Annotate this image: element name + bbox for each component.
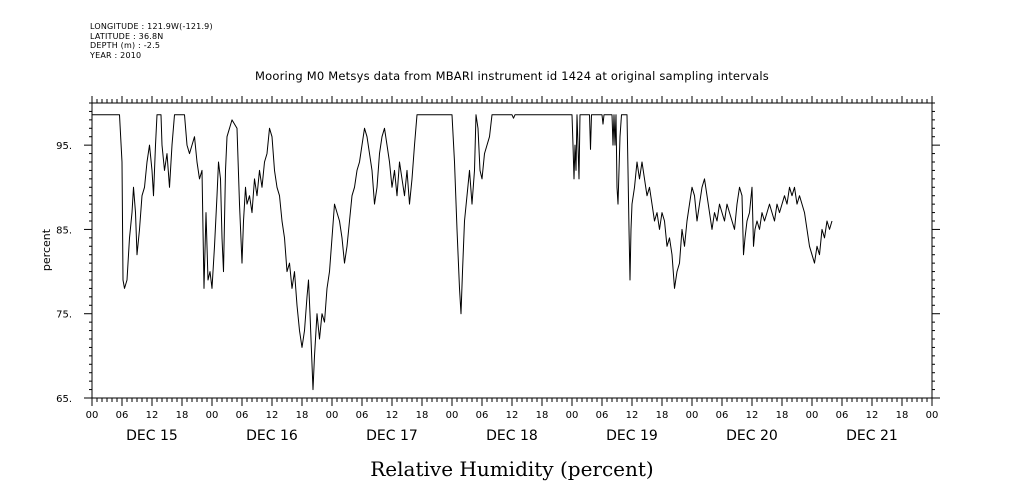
- day-label: DEC 15: [126, 428, 178, 444]
- x-tick-label: 06: [716, 410, 729, 421]
- x-tick-label: 06: [356, 410, 369, 421]
- x-tick-label: 12: [146, 410, 159, 421]
- y-tick-label: 65.: [56, 394, 72, 405]
- x-tick-label: 00: [566, 410, 579, 421]
- x-tick-label: 00: [446, 410, 459, 421]
- x-tick-label: 12: [386, 410, 399, 421]
- day-label: DEC 16: [246, 428, 298, 444]
- x-tick-label: 00: [86, 410, 99, 421]
- x-tick-label: 12: [506, 410, 519, 421]
- x-tick-label: 18: [176, 410, 189, 421]
- y-tick-label: 95.: [56, 141, 72, 152]
- day-label: DEC 18: [486, 428, 538, 444]
- day-label: DEC 20: [726, 428, 778, 444]
- x-tick-label: 12: [626, 410, 639, 421]
- x-tick-label: 06: [116, 410, 129, 421]
- x-tick-label: 00: [686, 410, 699, 421]
- x-tick-label: 18: [656, 410, 669, 421]
- x-axis-label: Relative Humidity (percent): [370, 457, 653, 481]
- x-tick-label: 00: [206, 410, 219, 421]
- x-tick-label: 06: [836, 410, 849, 421]
- latitude-label: LATITUDE : 36.8N: [90, 31, 164, 41]
- x-tick-label: 12: [746, 410, 759, 421]
- x-tick-label: 06: [596, 410, 609, 421]
- x-tick-label: 00: [926, 410, 939, 421]
- x-tick-label: 18: [896, 410, 909, 421]
- series-group: [92, 114, 833, 391]
- x-tick-label: 18: [416, 410, 429, 421]
- x-tick-label: 18: [296, 410, 309, 421]
- x-tick-label: 18: [536, 410, 549, 421]
- x-tick-label: 06: [236, 410, 249, 421]
- depth-label: DEPTH (m) : -2.5: [90, 41, 161, 50]
- x-axis: 00 06 12 18 00 06 12 18 00 06 12 18 00 06 12 18 00 06 12 18…: [86, 96, 939, 444]
- day-label: DEC 19: [606, 428, 658, 444]
- x-tick-label: 12: [266, 410, 279, 421]
- day-label: DEC 21: [846, 428, 898, 444]
- day-label: DEC 17: [366, 428, 418, 444]
- x-tick-label: 18: [776, 410, 789, 421]
- x-tick-label: 00: [326, 410, 339, 421]
- x-tick-label: 00: [806, 410, 819, 421]
- y-tick-label: 85.: [56, 225, 72, 236]
- longitude-label: LONGITUDE : 121.9W(-121.9): [90, 22, 213, 31]
- x-tick-label: 12: [866, 410, 879, 421]
- x-tick-label: 06: [476, 410, 489, 421]
- y-axis: 65. 75. 85. 95.: [56, 102, 940, 405]
- station-metadata: LONGITUDE : 121.9W(-121.9) LATITUDE : 36…: [90, 22, 213, 60]
- humidity-series-line: [92, 114, 833, 391]
- y-tick-label: 75.: [56, 310, 72, 321]
- plot-frame: [91, 102, 933, 399]
- year-label: YEAR : 2010: [90, 50, 142, 60]
- chart-title: Mooring M0 Metsys data from MBARI instru…: [255, 69, 769, 83]
- y-axis-label: percent: [40, 228, 53, 271]
